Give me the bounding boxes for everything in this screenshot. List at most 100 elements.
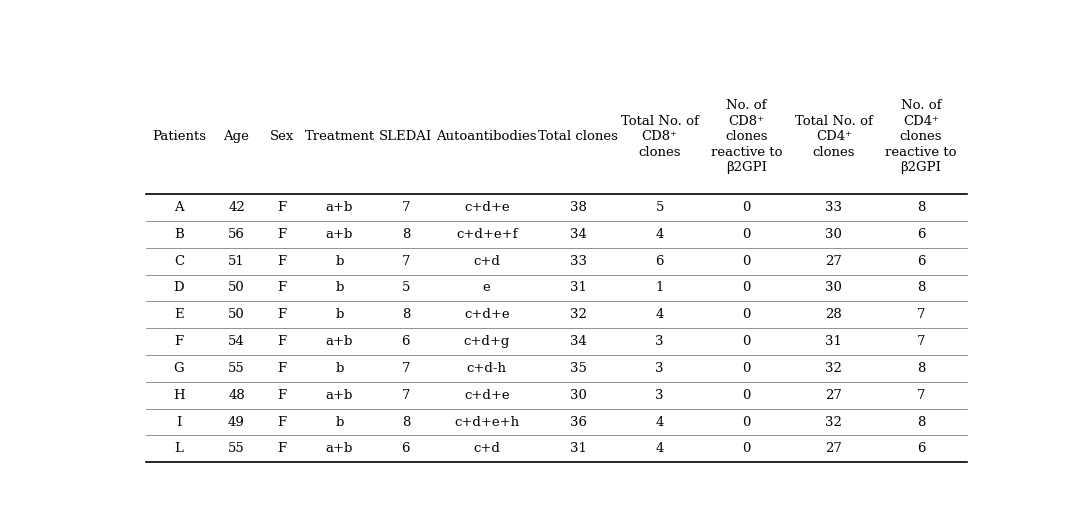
Text: F: F bbox=[277, 228, 287, 241]
Text: 0: 0 bbox=[743, 281, 750, 294]
Text: b: b bbox=[336, 308, 343, 321]
Text: 7: 7 bbox=[402, 389, 411, 402]
Text: 49: 49 bbox=[228, 416, 245, 429]
Text: 32: 32 bbox=[570, 308, 586, 321]
Text: a+b: a+b bbox=[326, 389, 353, 402]
Text: a+b: a+b bbox=[326, 201, 353, 214]
Text: 0: 0 bbox=[743, 201, 750, 214]
Text: b: b bbox=[336, 362, 343, 375]
Text: No. of
CD8⁺
clones
reactive to
β2GPI: No. of CD8⁺ clones reactive to β2GPI bbox=[711, 99, 782, 174]
Text: c+d+e+f: c+d+e+f bbox=[456, 228, 517, 241]
Text: 3: 3 bbox=[655, 389, 664, 402]
Text: F: F bbox=[277, 389, 287, 402]
Text: 3: 3 bbox=[655, 335, 664, 348]
Text: No. of
CD4⁺
clones
reactive to
β2GPI: No. of CD4⁺ clones reactive to β2GPI bbox=[885, 99, 957, 174]
Text: 50: 50 bbox=[228, 308, 244, 321]
Text: 0: 0 bbox=[743, 389, 750, 402]
Text: F: F bbox=[277, 281, 287, 294]
Text: 6: 6 bbox=[402, 442, 411, 455]
Text: c+d: c+d bbox=[473, 442, 501, 455]
Text: E: E bbox=[174, 308, 184, 321]
Text: F: F bbox=[277, 335, 287, 348]
Text: c+d+g: c+d+g bbox=[464, 335, 510, 348]
Text: c+d+e: c+d+e bbox=[464, 201, 509, 214]
Text: Total No. of
CD4⁺
clones: Total No. of CD4⁺ clones bbox=[795, 115, 873, 159]
Text: C: C bbox=[174, 255, 184, 268]
Text: b: b bbox=[336, 255, 343, 268]
Text: 4: 4 bbox=[655, 442, 664, 455]
Text: Treatment: Treatment bbox=[304, 130, 375, 143]
Text: Sex: Sex bbox=[269, 130, 294, 143]
Text: 8: 8 bbox=[402, 228, 411, 241]
Text: 0: 0 bbox=[743, 228, 750, 241]
Text: F: F bbox=[277, 362, 287, 375]
Text: 31: 31 bbox=[570, 281, 586, 294]
Text: 5: 5 bbox=[402, 281, 411, 294]
Text: 32: 32 bbox=[825, 416, 843, 429]
Text: c+d: c+d bbox=[473, 255, 501, 268]
Text: 8: 8 bbox=[402, 308, 411, 321]
Text: F: F bbox=[277, 255, 287, 268]
Text: 4: 4 bbox=[655, 228, 664, 241]
Text: 54: 54 bbox=[228, 335, 244, 348]
Text: Patients: Patients bbox=[152, 130, 206, 143]
Text: 27: 27 bbox=[825, 442, 843, 455]
Text: 55: 55 bbox=[228, 362, 244, 375]
Text: c+d-h: c+d-h bbox=[467, 362, 507, 375]
Text: SLEDAI: SLEDAI bbox=[379, 130, 432, 143]
Text: 51: 51 bbox=[228, 255, 244, 268]
Text: 8: 8 bbox=[917, 416, 925, 429]
Text: G: G bbox=[174, 362, 185, 375]
Text: a+b: a+b bbox=[326, 228, 353, 241]
Text: Total clones: Total clones bbox=[539, 130, 618, 143]
Text: 4: 4 bbox=[655, 308, 664, 321]
Text: Total No. of
CD8⁺
clones: Total No. of CD8⁺ clones bbox=[621, 115, 698, 159]
Text: 6: 6 bbox=[917, 228, 925, 241]
Text: a+b: a+b bbox=[326, 442, 353, 455]
Text: 7: 7 bbox=[917, 389, 925, 402]
Text: 30: 30 bbox=[570, 389, 586, 402]
Text: 30: 30 bbox=[825, 228, 843, 241]
Text: 36: 36 bbox=[570, 416, 586, 429]
Text: 38: 38 bbox=[570, 201, 586, 214]
Text: 4: 4 bbox=[655, 416, 664, 429]
Text: 34: 34 bbox=[570, 228, 586, 241]
Text: F: F bbox=[277, 308, 287, 321]
Text: e: e bbox=[483, 281, 491, 294]
Text: 33: 33 bbox=[825, 201, 843, 214]
Text: 0: 0 bbox=[743, 362, 750, 375]
Text: 8: 8 bbox=[917, 201, 925, 214]
Text: 7: 7 bbox=[917, 335, 925, 348]
Text: H: H bbox=[173, 389, 185, 402]
Text: 7: 7 bbox=[402, 362, 411, 375]
Text: 56: 56 bbox=[228, 228, 245, 241]
Text: 30: 30 bbox=[825, 281, 843, 294]
Text: c+d+e+h: c+d+e+h bbox=[454, 416, 519, 429]
Text: F: F bbox=[277, 416, 287, 429]
Text: 31: 31 bbox=[570, 442, 586, 455]
Text: 42: 42 bbox=[228, 201, 244, 214]
Text: 50: 50 bbox=[228, 281, 244, 294]
Text: b: b bbox=[336, 281, 343, 294]
Text: 28: 28 bbox=[825, 308, 842, 321]
Text: 27: 27 bbox=[825, 389, 843, 402]
Text: B: B bbox=[174, 228, 184, 241]
Text: 1: 1 bbox=[655, 281, 664, 294]
Text: a+b: a+b bbox=[326, 335, 353, 348]
Text: 0: 0 bbox=[743, 442, 750, 455]
Text: b: b bbox=[336, 416, 343, 429]
Text: 8: 8 bbox=[917, 362, 925, 375]
Text: 35: 35 bbox=[570, 362, 586, 375]
Text: 7: 7 bbox=[917, 308, 925, 321]
Text: A: A bbox=[174, 201, 184, 214]
Text: F: F bbox=[175, 335, 184, 348]
Text: Age: Age bbox=[224, 130, 250, 143]
Text: 0: 0 bbox=[743, 335, 750, 348]
Text: 31: 31 bbox=[825, 335, 843, 348]
Text: 55: 55 bbox=[228, 442, 244, 455]
Text: 5: 5 bbox=[655, 201, 664, 214]
Text: 6: 6 bbox=[917, 442, 925, 455]
Text: 6: 6 bbox=[917, 255, 925, 268]
Text: 8: 8 bbox=[917, 281, 925, 294]
Text: 6: 6 bbox=[402, 335, 411, 348]
